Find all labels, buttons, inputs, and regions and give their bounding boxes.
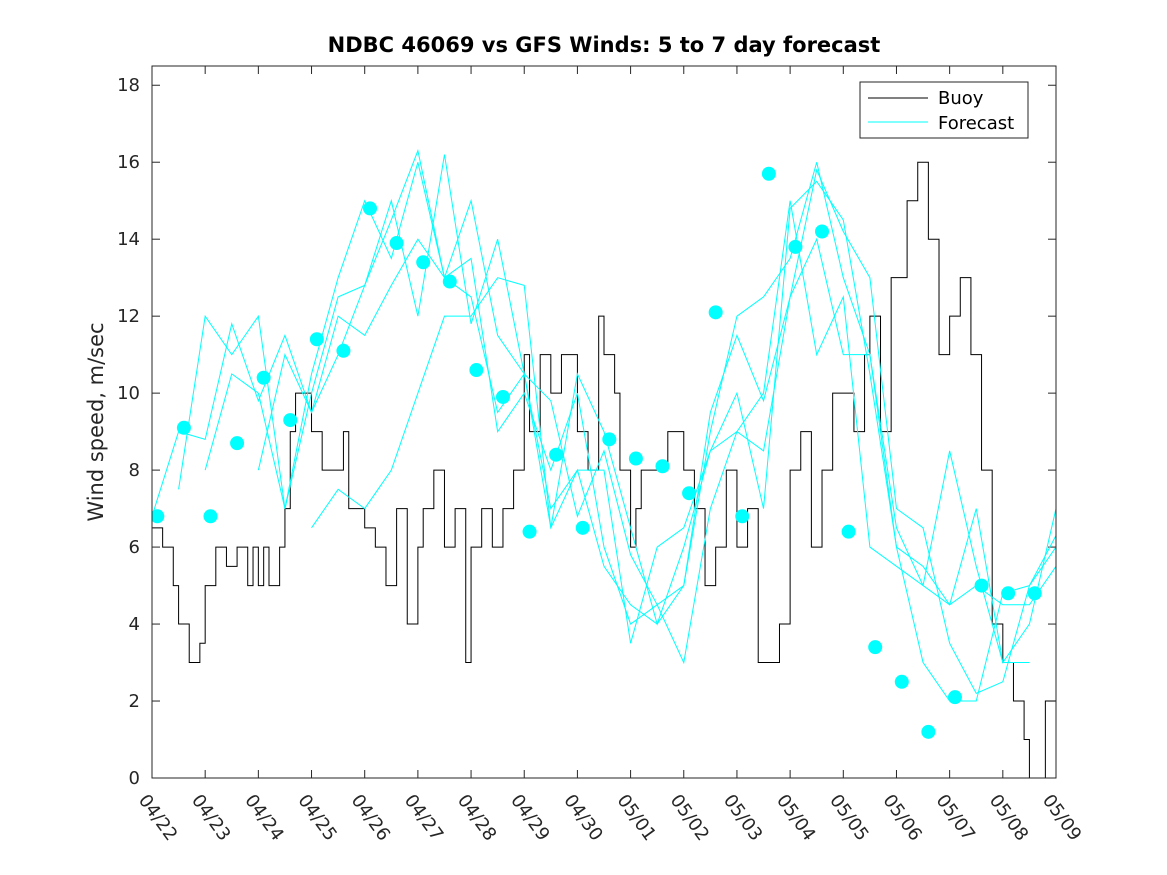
forecast-marker xyxy=(283,413,298,428)
forecast-marker xyxy=(735,509,750,524)
legend-buoy-label: Buoy xyxy=(938,88,984,109)
forecast-marker xyxy=(309,332,324,347)
forecast-marker xyxy=(522,524,537,539)
y-tick-label: 0 xyxy=(129,768,140,789)
forecast-marker xyxy=(1001,586,1016,601)
forecast-marker xyxy=(152,509,165,524)
forecast-marker xyxy=(761,166,776,181)
forecast-marker xyxy=(788,239,803,254)
y-tick-label: 14 xyxy=(117,229,140,250)
forecast-marker xyxy=(203,509,218,524)
forecast-marker xyxy=(947,690,962,705)
forecast-marker xyxy=(868,640,883,655)
y-tick-label: 12 xyxy=(117,306,140,327)
y-tick-label: 2 xyxy=(129,691,140,712)
forecast-marker xyxy=(921,724,936,739)
forecast-marker xyxy=(416,255,431,270)
forecast-marker xyxy=(442,274,457,289)
forecast-marker xyxy=(549,447,564,462)
forecast-series-line xyxy=(152,154,1056,694)
y-tick-label: 18 xyxy=(117,75,140,96)
legend-box xyxy=(859,81,1029,139)
forecast-marker xyxy=(682,486,697,501)
legend: Buoy Forecast xyxy=(859,81,1029,139)
legend-forecast-label: Forecast xyxy=(938,113,1014,134)
forecast-marker xyxy=(894,674,909,689)
forecast-marker xyxy=(575,520,590,535)
forecast-marker xyxy=(602,432,617,447)
forecast-marker xyxy=(815,224,830,239)
forecast-marker xyxy=(256,370,271,385)
forecast-marker xyxy=(841,524,856,539)
y-tick-label: 16 xyxy=(117,152,140,173)
y-axis: 0 2 4 6 8 10 12 14 16 18 xyxy=(117,75,1056,789)
y-axis-label: Wind speed, m/sec xyxy=(84,322,108,521)
forecast-marker xyxy=(176,420,191,435)
forecast-marker xyxy=(655,459,670,474)
forecast-marker xyxy=(628,451,643,466)
forecast-marker xyxy=(974,578,989,593)
y-tick-label: 8 xyxy=(129,460,140,481)
forecast-marker xyxy=(389,236,404,251)
forecast-marker xyxy=(1027,586,1042,601)
y-tick-label: 6 xyxy=(129,537,140,558)
y-tick-label: 4 xyxy=(129,614,140,635)
forecast-marker xyxy=(363,201,378,216)
chart-title: NDBC 46069 vs GFS Winds: 5 to 7 day fore… xyxy=(328,33,881,57)
y-tick-label: 10 xyxy=(117,383,140,404)
forecast-series-line xyxy=(311,237,1030,664)
forecast-marker xyxy=(495,389,510,404)
forecast-series-line xyxy=(204,148,1056,702)
series-layer xyxy=(152,148,1056,778)
forecast-marker xyxy=(469,363,484,378)
plot-frame xyxy=(151,65,1057,779)
forecast-marker xyxy=(708,305,723,320)
forecast-marker xyxy=(230,436,245,451)
forecast-marker xyxy=(336,343,351,358)
